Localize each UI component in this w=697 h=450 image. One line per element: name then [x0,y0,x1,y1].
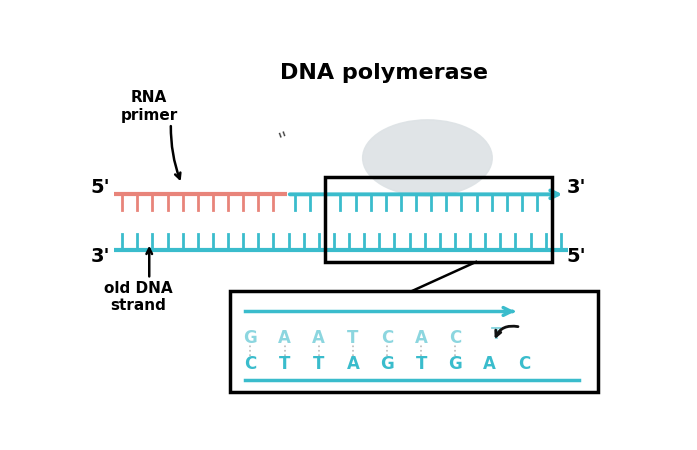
Text: old DNA
strand: old DNA strand [104,281,173,313]
Text: A: A [346,355,360,373]
Text: T: T [415,355,427,373]
Text: G: G [449,355,462,373]
Text: 5': 5' [566,247,585,266]
Text: DNA polymerase: DNA polymerase [280,63,488,83]
Text: A: A [483,355,496,373]
Text: A: A [415,328,428,346]
Bar [230,291,597,392]
Text: 3': 3' [566,178,585,197]
Text: C: C [518,355,530,373]
Text: C: C [381,328,393,346]
Ellipse shape [362,120,492,196]
Text: A: A [278,328,291,346]
Text: C: C [450,328,461,346]
Text: T: T [347,328,359,346]
Text: T: T [279,355,291,373]
Text: 5': 5' [91,178,110,197]
Bar [325,177,552,262]
Text: T: T [491,327,502,342]
Text: C: C [245,355,256,373]
Text: G: G [243,328,257,346]
Text: T: T [313,355,325,373]
Text: A: A [312,328,325,346]
Text: G: G [381,355,394,373]
Text: '': '' [277,129,292,149]
Text: RNA
primer: RNA primer [121,90,178,123]
Text: 3': 3' [91,247,110,266]
